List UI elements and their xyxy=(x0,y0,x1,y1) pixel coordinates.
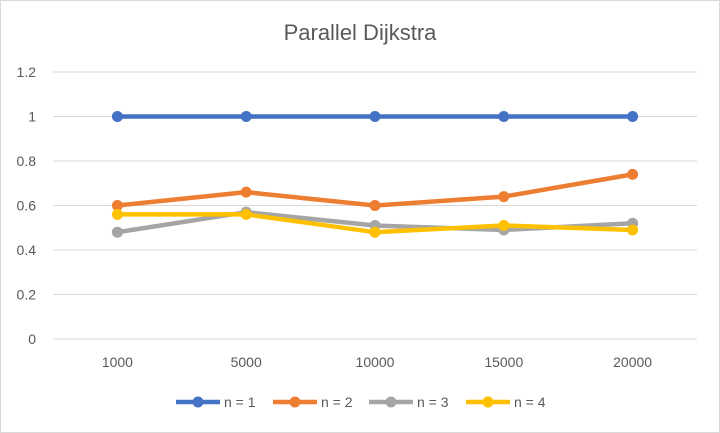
legend-marker xyxy=(482,396,494,408)
legend-label: n = 2 xyxy=(321,394,353,410)
data-point xyxy=(498,191,510,203)
data-point xyxy=(627,111,639,122)
series-4 xyxy=(111,208,639,238)
series-2 xyxy=(111,168,639,211)
x-tick-label: 1000 xyxy=(102,354,133,370)
data-point xyxy=(369,111,381,122)
y-tick-label: 0.8 xyxy=(17,153,37,169)
y-tick-label: 1.2 xyxy=(17,64,37,80)
y-tick-label: 0.2 xyxy=(17,287,37,303)
x-axis-ticks: 1000 5000 10000 15000 20000 xyxy=(102,354,652,370)
y-tick-label: 0 xyxy=(28,331,36,347)
x-tick-label: 5000 xyxy=(231,354,262,370)
data-point xyxy=(111,200,123,211)
legend-entry: n = 2 xyxy=(273,394,353,410)
y-tick-label: 0.4 xyxy=(17,242,37,258)
legend: n = 1 n = 2 n = 3 n = 4 xyxy=(176,394,546,410)
legend-marker xyxy=(289,396,301,408)
data-point xyxy=(627,168,639,180)
series-lines xyxy=(111,111,639,238)
data-point xyxy=(369,200,381,211)
legend-label: n = 1 xyxy=(224,394,256,410)
chart-title: Parallel Dijkstra xyxy=(284,20,438,45)
data-point xyxy=(240,111,252,122)
legend-label: n = 4 xyxy=(514,394,546,410)
x-tick-label: 15000 xyxy=(484,354,523,370)
data-point xyxy=(498,220,510,232)
data-point xyxy=(111,226,123,238)
legend-marker xyxy=(192,396,204,408)
data-point xyxy=(111,208,123,220)
data-point xyxy=(627,224,639,236)
data-point xyxy=(498,111,510,122)
y-tick-label: 1 xyxy=(28,109,36,125)
data-point xyxy=(240,208,252,220)
x-tick-label: 10000 xyxy=(356,354,395,370)
y-axis-ticks: 0 0.2 0.4 0.6 0.8 1 1.2 xyxy=(17,64,37,347)
data-point xyxy=(369,226,381,238)
legend-entry: n = 3 xyxy=(369,394,449,410)
y-tick-label: 0.6 xyxy=(17,198,37,214)
legend-label: n = 3 xyxy=(417,394,449,410)
legend-entry: n = 1 xyxy=(176,394,256,410)
legend-entry: n = 4 xyxy=(466,394,546,410)
x-tick-label: 20000 xyxy=(613,354,652,370)
data-point xyxy=(240,186,252,198)
data-point xyxy=(111,111,123,122)
series-1 xyxy=(111,111,639,122)
legend-marker xyxy=(385,396,397,408)
